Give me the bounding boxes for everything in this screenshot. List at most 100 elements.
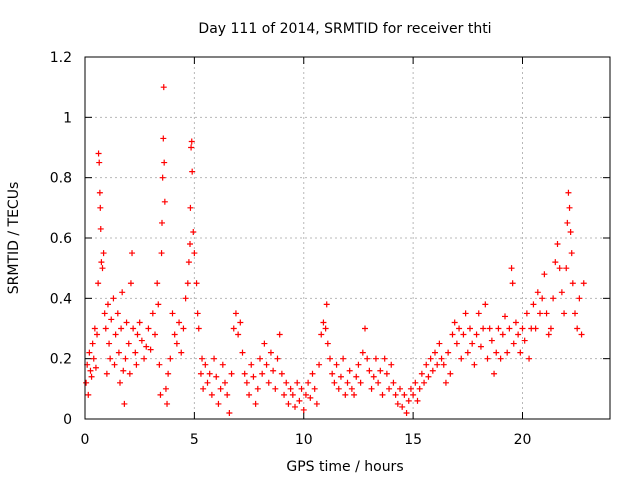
data-point-plus (200, 385, 207, 392)
data-point-plus (305, 379, 312, 386)
data-point-plus (564, 219, 571, 226)
data-point-plus (320, 319, 327, 326)
data-point-plus (488, 337, 495, 344)
data-point-plus (127, 280, 134, 287)
data-point-plus (99, 265, 106, 272)
data-point-plus (329, 370, 336, 377)
data-point-plus (526, 355, 533, 362)
data-point-plus (230, 325, 237, 332)
data-point-plus (561, 310, 568, 317)
data-point-plus (102, 325, 109, 332)
data-point-plus (576, 295, 583, 302)
data-point-plus (278, 370, 285, 377)
data-point-plus (359, 349, 366, 356)
data-point-plus (274, 355, 281, 362)
data-point-plus (169, 310, 176, 317)
data-point-plus (460, 331, 467, 338)
data-point-plus (267, 349, 274, 356)
data-point-plus (243, 379, 250, 386)
data-point-plus (143, 343, 150, 350)
data-point-plus (351, 391, 358, 398)
data-point-plus (410, 391, 417, 398)
data-point-plus (161, 198, 168, 205)
x-tick-label: 10 (295, 432, 313, 448)
data-point-plus (580, 280, 587, 287)
data-point-plus (202, 361, 209, 368)
data-point-plus (386, 385, 393, 392)
data-point-plus (499, 331, 506, 338)
data-point-plus (289, 391, 296, 398)
data-point-plus (554, 241, 561, 248)
data-point-plus (182, 295, 189, 302)
data-point-plus (377, 367, 384, 374)
data-point-plus (550, 295, 557, 302)
data-point-plus (95, 280, 102, 287)
data-point-plus (83, 379, 90, 386)
data-point-plus (375, 379, 382, 386)
axis-ticks: 0 0.2 0.4 0.6 0.8 1 1.2 0 5 10 15 20 (50, 50, 610, 448)
data-point-plus (106, 340, 113, 347)
data-point-plus (88, 373, 95, 380)
y-axis-label: SRMTID / TECUs (6, 182, 22, 295)
data-point-plus (164, 400, 171, 407)
data-point-plus (344, 379, 351, 386)
data-point-plus (412, 379, 419, 386)
data-point-plus (523, 310, 530, 317)
data-point-plus (372, 355, 379, 362)
data-point-plus (155, 301, 162, 308)
data-point-plus (388, 361, 395, 368)
data-point-plus (462, 310, 469, 317)
data-point-plus (228, 370, 235, 377)
data-point-plus (96, 159, 103, 166)
data-point-plus (265, 379, 272, 386)
data-point-plus (160, 135, 167, 142)
data-point-plus (423, 361, 430, 368)
data-point-plus (195, 325, 202, 332)
x-tick-label: 15 (404, 432, 422, 448)
data-point-plus (309, 370, 316, 377)
data-point-plus (436, 340, 443, 347)
data-point-plus (263, 361, 270, 368)
data-point-plus (213, 373, 220, 380)
data-point-plus (337, 373, 344, 380)
data-point-plus (563, 265, 570, 272)
data-point-plus (199, 355, 206, 362)
data-point-plus (418, 370, 425, 377)
data-point-plus (323, 301, 330, 308)
data-point-plus (519, 325, 526, 332)
data-point-plus (348, 385, 355, 392)
y-tick-label: 0.8 (50, 171, 72, 187)
data-point-plus (114, 310, 121, 317)
data-point-plus (467, 325, 473, 332)
data-point-plus (147, 346, 154, 353)
data-point-plus (504, 349, 511, 356)
data-point-plus (121, 400, 128, 407)
data-point-plus (157, 391, 164, 398)
data-point-plus (543, 310, 550, 317)
data-point-plus (101, 310, 108, 317)
data-point-plus (569, 280, 576, 287)
data-point-plus (379, 391, 386, 398)
data-point-plus (171, 331, 178, 338)
data-point-plus (515, 331, 522, 338)
data-point-plus (219, 361, 226, 368)
data-point-plus (366, 367, 373, 374)
data-point-plus (509, 280, 516, 287)
data-point-plus (539, 295, 546, 302)
data-point-plus (383, 370, 390, 377)
data-point-plus (90, 355, 97, 362)
data-point-plus (206, 370, 213, 377)
data-point-plus (107, 355, 114, 362)
data-point-plus (204, 379, 211, 386)
data-point-plus (300, 406, 307, 413)
data-point-plus (158, 250, 165, 257)
data-point-plus (464, 349, 471, 356)
data-point-plus (390, 379, 397, 386)
y-tick-label: 1 (63, 110, 72, 126)
data-point-plus (434, 361, 441, 368)
data-point-plus (129, 250, 136, 257)
data-point-plus (486, 325, 493, 332)
data-point-plus (115, 349, 122, 356)
data-point-plus (138, 337, 145, 344)
